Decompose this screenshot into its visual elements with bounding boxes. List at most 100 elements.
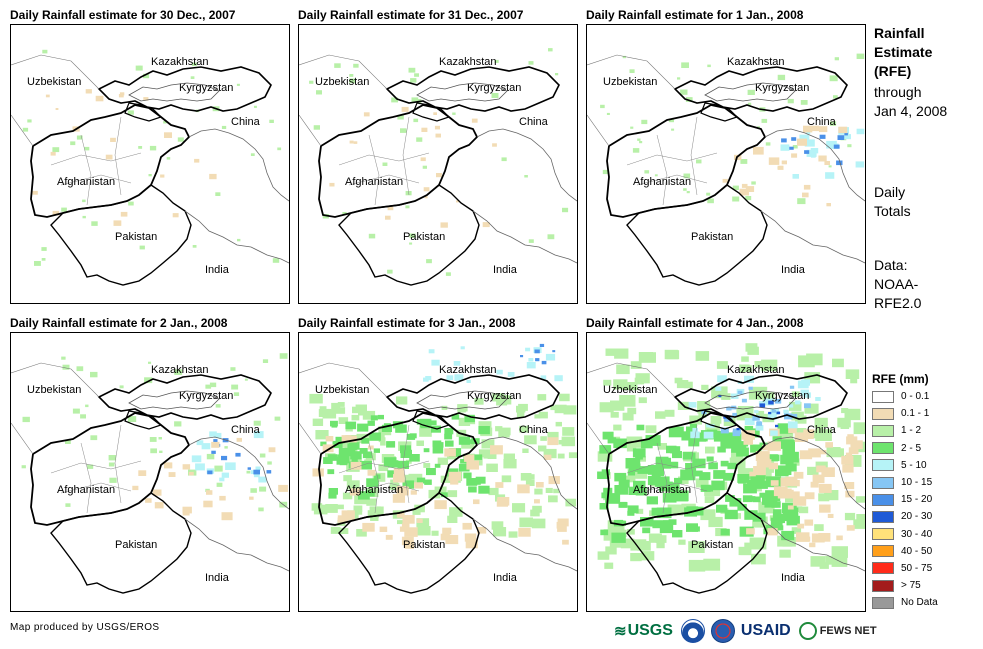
rain-cell — [458, 436, 471, 445]
data-line: NOAA- — [874, 276, 919, 292]
rain-cell — [636, 424, 645, 431]
rain-cell — [846, 436, 858, 445]
rain-cell — [529, 362, 536, 367]
rain-cell — [76, 366, 84, 372]
rain-cell — [646, 496, 658, 505]
borders — [299, 362, 577, 594]
rain-cell — [767, 441, 781, 451]
rain-cell — [803, 429, 815, 438]
rain-cell — [547, 437, 559, 446]
rain-cell — [139, 245, 145, 250]
borders — [587, 54, 865, 286]
rain-cell — [686, 191, 690, 194]
rain-cell — [150, 448, 157, 454]
map-label-kyrgyzstan: Kyrgyzstan — [467, 390, 521, 402]
rain-cell — [668, 461, 677, 468]
rain-cell — [739, 364, 750, 372]
legend-item: 40 - 50 — [872, 543, 972, 560]
rain-cell — [250, 488, 257, 493]
rain-cell — [164, 132, 172, 138]
rain-cell — [850, 440, 863, 450]
rain-cell — [638, 397, 647, 404]
rain-cell — [396, 396, 408, 405]
rain-cell — [786, 489, 794, 495]
rain-cell — [810, 556, 826, 567]
rain-cell — [474, 454, 483, 460]
rain-cell — [430, 420, 437, 426]
rain-cell — [414, 504, 425, 513]
rain-cell — [368, 233, 376, 239]
rain-cell — [629, 69, 635, 73]
rain-cell — [642, 527, 651, 534]
rain-cell — [776, 411, 781, 415]
rain-cell — [464, 533, 477, 542]
rain-cell — [799, 134, 810, 142]
rain-cell — [341, 510, 355, 520]
rain-cell — [711, 386, 728, 399]
rain-cell — [432, 445, 444, 454]
rain-cell — [645, 425, 657, 434]
legend-item: 2 - 5 — [872, 440, 972, 457]
rain-cell — [764, 459, 772, 464]
rain-cell — [409, 242, 413, 245]
rain-cell — [752, 496, 761, 503]
rain-cell — [473, 499, 480, 505]
rain-cell — [65, 439, 71, 444]
rain-cell — [135, 65, 143, 71]
rain-cell — [444, 433, 453, 440]
rain-cell — [677, 77, 681, 80]
rain-cell — [501, 475, 512, 483]
province-lines — [338, 116, 430, 206]
rain-cell — [445, 535, 459, 545]
rain-cell — [377, 414, 384, 420]
rain-cell — [641, 551, 655, 561]
rain-cell — [803, 392, 811, 398]
rain-cell — [528, 239, 534, 243]
rain-cell — [105, 154, 113, 160]
rain-cell — [329, 182, 335, 187]
rain-cell — [758, 474, 766, 480]
tajikistan-border — [124, 102, 163, 122]
map-svg: Kazakhstan Uzbekistan Kyrgyzstan China Afgha… — [587, 53, 865, 286]
rain-cell — [328, 488, 338, 495]
rain-cell — [689, 423, 697, 429]
rain-cell — [626, 475, 636, 483]
rain-cell — [773, 509, 782, 516]
rain-cell — [759, 492, 767, 498]
rain-cell — [605, 348, 616, 356]
map-label-pakistan: Pakistan — [403, 231, 445, 243]
legend-label: 0.1 - 1 — [901, 408, 930, 420]
afghanistan-border — [606, 412, 767, 526]
rain-cell — [312, 468, 324, 477]
rain-cell — [676, 380, 689, 389]
rain-cell — [499, 395, 512, 405]
title-line: (RFE) — [874, 63, 912, 79]
rain-cell — [516, 412, 525, 418]
rain-cell — [711, 480, 725, 491]
rain-cell — [152, 489, 162, 496]
rain-cell — [620, 396, 633, 405]
rain-cell — [249, 496, 254, 500]
rain-cell — [797, 380, 809, 389]
neighbor-borders — [11, 54, 100, 147]
rain-cell — [777, 488, 792, 499]
rain-cell — [366, 498, 377, 506]
rain-cell — [810, 148, 819, 154]
rain-cell — [840, 422, 850, 429]
province-lines — [50, 424, 142, 514]
data-line: RFE2.0 — [874, 295, 922, 311]
map-label-pakistan: Pakistan — [115, 231, 157, 243]
rain-cell — [209, 431, 217, 437]
rain-cell — [345, 421, 357, 430]
rain-cell — [663, 520, 673, 527]
rain-cell — [355, 404, 367, 413]
rain-cell — [745, 196, 752, 201]
rain-cell — [168, 472, 176, 477]
rain-cell — [779, 549, 791, 558]
rain-cell — [221, 472, 229, 478]
rain-cell — [690, 431, 700, 439]
rain-cell — [352, 406, 362, 414]
rain-cell — [777, 465, 792, 475]
map-label-uzbekistan: Uzbekistan — [603, 384, 657, 396]
rain-cell — [672, 530, 683, 538]
